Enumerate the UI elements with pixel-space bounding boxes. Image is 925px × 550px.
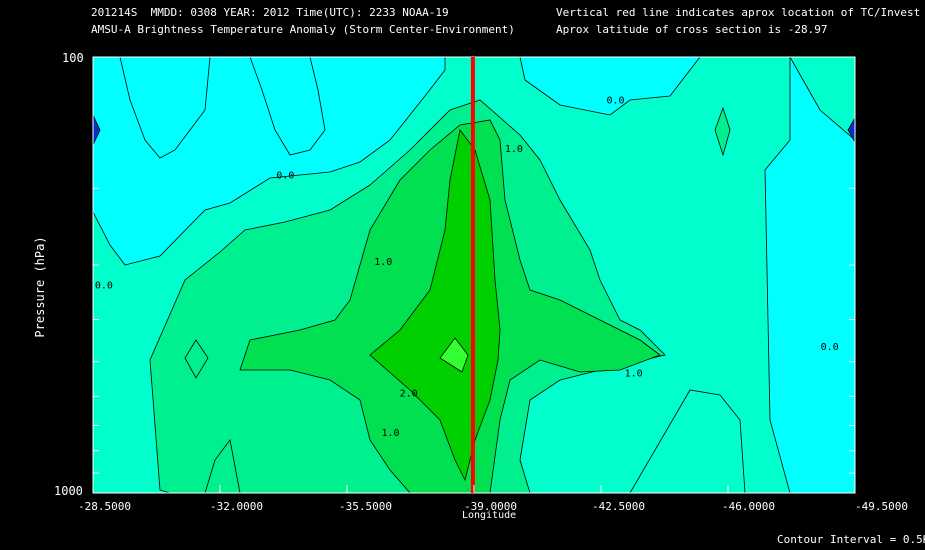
header-line2-right: Aprox latitude of cross section is -28.9… <box>556 23 828 36</box>
contour-label: 0.0 <box>606 96 624 107</box>
header-line2-left: AMSU-A Brightness Temperature Anomaly (S… <box>91 23 515 36</box>
x-tick-label: -39.0000 <box>464 500 517 513</box>
y-tick-label-1000: 1000 <box>54 484 83 498</box>
contour-label: 1.0 <box>382 428 400 439</box>
header-line1-right: Vertical red line indicates aprox locati… <box>556 6 921 19</box>
x-tick-label: -35.5000 <box>339 500 392 513</box>
contour-label: 1.0 <box>625 368 643 379</box>
contour-band-2-5 <box>439 337 469 373</box>
contour-line-lower2 <box>629 389 746 494</box>
contour-label: 1.0 <box>374 257 392 268</box>
x-tick-label: -32.0000 <box>210 500 263 513</box>
y-axis-ticks <box>93 56 855 494</box>
x-axis-ticks <box>92 485 856 493</box>
contour-label: 0.0 <box>821 342 839 353</box>
contour-label: 0.0 <box>276 171 294 182</box>
contour-loop-top2 <box>119 56 211 159</box>
contour-loop-right <box>714 106 731 157</box>
contour-label: 0.0 <box>95 281 113 292</box>
contour-interval-note: Contour Interval = 0.5K <box>777 533 925 546</box>
x-axis-label: Longitude <box>462 510 517 521</box>
contour-label: 1.0 <box>505 144 523 155</box>
contour-band-neg-top <box>519 56 701 116</box>
contour-loop-left <box>184 339 209 379</box>
x-tick-label: -49.5000 <box>855 500 908 513</box>
x-tick-label: -42.5000 <box>592 500 645 513</box>
y-tick-label-100: 100 <box>62 51 84 65</box>
contour-loop-top1 <box>249 56 326 156</box>
header-line1-left: 201214S MMDD: 0308 YEAR: 2012 Time(UTC):… <box>91 6 449 19</box>
contour-band-2 <box>369 129 501 482</box>
contour-band-neg <box>92 56 446 266</box>
contour-labels: 0.0 1.0 1.0 0.0 0.0 2.0 1.0 1.0 0.0 <box>95 96 839 439</box>
x-tick-label: -46.0000 <box>722 500 775 513</box>
x-tick-label: -28.5000 <box>78 500 131 513</box>
contour-line-lower <box>204 439 241 494</box>
contour-label: 2.0 <box>400 388 418 399</box>
y-axis-label: Pressure (hPa) <box>33 236 47 338</box>
